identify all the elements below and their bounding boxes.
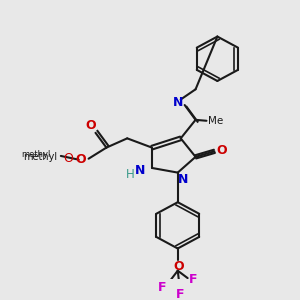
Text: H: H: [126, 168, 135, 181]
Text: O: O: [85, 119, 96, 132]
Text: methyl: methyl: [22, 150, 51, 159]
Text: Me: Me: [208, 116, 224, 126]
Text: F: F: [189, 273, 198, 286]
Text: F: F: [176, 288, 184, 300]
Text: F: F: [158, 281, 166, 294]
Text: O: O: [173, 260, 184, 274]
Text: N: N: [178, 173, 188, 187]
Text: methyl: methyl: [23, 152, 57, 162]
Text: O: O: [75, 153, 86, 166]
Text: O: O: [216, 144, 226, 157]
Text: N: N: [172, 96, 183, 109]
Text: N: N: [135, 164, 145, 177]
Text: O: O: [63, 152, 73, 165]
